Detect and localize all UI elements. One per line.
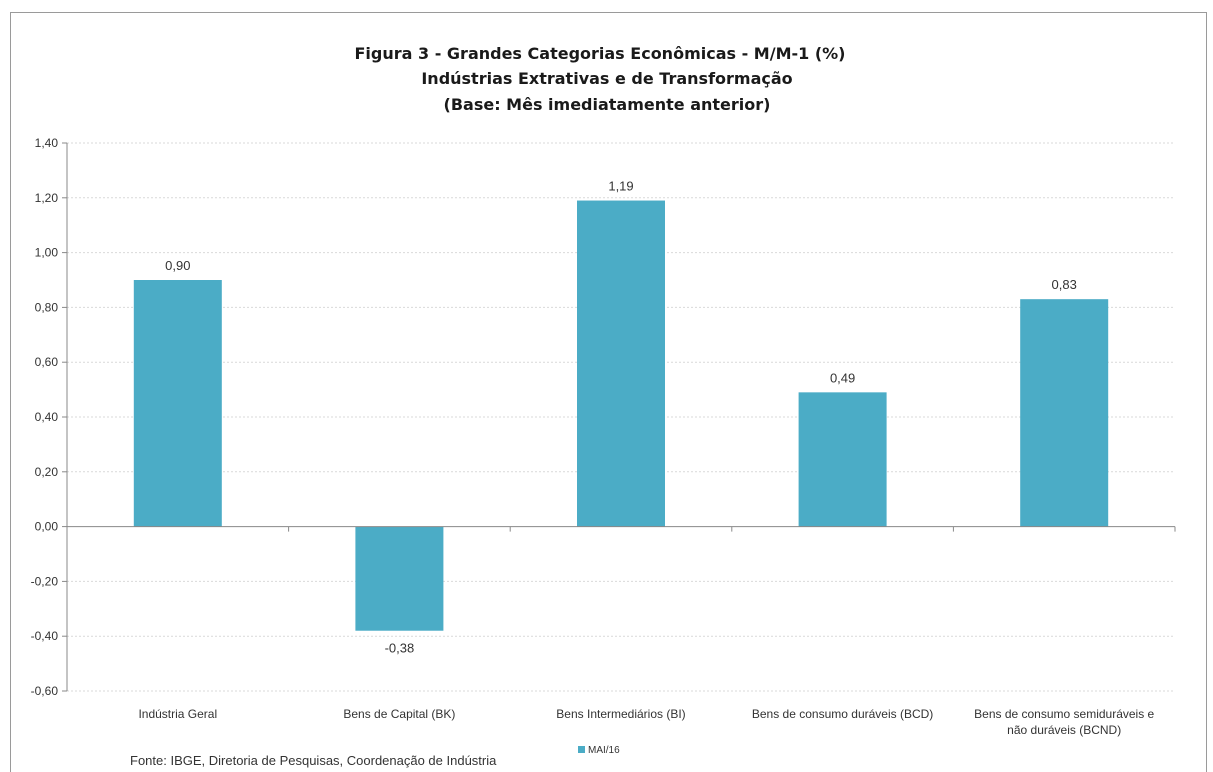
chart-title-line-2: Indústrias Extrativas e de Transformação bbox=[421, 69, 792, 88]
y-tick-label: -0,40 bbox=[31, 629, 59, 643]
category-label: Indústria Geral bbox=[138, 707, 217, 721]
legend-swatch bbox=[578, 746, 585, 753]
y-tick-label: 1,20 bbox=[35, 191, 59, 205]
y-tick-label: 1,00 bbox=[35, 246, 59, 260]
legend-label: MAI/16 bbox=[588, 745, 620, 756]
y-tick-label: -0,20 bbox=[31, 574, 59, 588]
y-tick-label: 0,80 bbox=[35, 300, 59, 314]
bars bbox=[133, 200, 1109, 631]
y-tick-label: 0,40 bbox=[35, 410, 59, 424]
y-tick-label: 0,20 bbox=[35, 465, 59, 479]
bar bbox=[133, 280, 222, 527]
bar bbox=[1020, 299, 1109, 527]
category-label: Bens Intermediários (BI) bbox=[556, 707, 685, 721]
chart-title-line-3: (Base: Mês imediatamente anterior) bbox=[444, 95, 771, 114]
category-label: não duráveis (BCND) bbox=[1007, 723, 1121, 737]
y-tick-label: -0,60 bbox=[31, 684, 59, 698]
data-label: 1,19 bbox=[608, 179, 633, 194]
chart-title-line-1: Figura 3 - Grandes Categorias Econômicas… bbox=[354, 44, 845, 63]
data-label: -0,38 bbox=[385, 641, 415, 656]
bar bbox=[798, 392, 887, 527]
y-axis-tick-labels: -0,60 -0,40 -0,20 0,00 0,20 0,40 0,60 0,80 1,00 1… bbox=[31, 136, 59, 698]
data-label: 0,49 bbox=[830, 370, 855, 385]
chart-frame bbox=[10, 12, 1207, 772]
category-label: Bens de consumo duráveis (BCD) bbox=[752, 707, 933, 721]
legend: MAI/16 bbox=[578, 745, 620, 756]
axes bbox=[62, 142, 1176, 692]
bar bbox=[355, 526, 444, 631]
bar bbox=[577, 200, 665, 527]
data-labels: 0,90 -0,38 1,19 0,49 0,83 bbox=[165, 179, 1077, 656]
y-tick-label: 1,40 bbox=[35, 136, 59, 150]
category-labels: Indústria Geral Bens de Capital (BK) Bens … bbox=[138, 707, 1154, 737]
data-label: 0,83 bbox=[1052, 277, 1077, 292]
source-note: Fonte: IBGE, Diretoria de Pesquisas, Coo… bbox=[130, 753, 497, 768]
data-label: 0,90 bbox=[165, 258, 190, 273]
y-tick-label: 0,60 bbox=[35, 355, 59, 369]
y-tick-label: 0,00 bbox=[35, 520, 59, 534]
category-label: Bens de consumo semiduráveis e bbox=[974, 707, 1154, 721]
category-label: Bens de Capital (BK) bbox=[343, 707, 455, 721]
